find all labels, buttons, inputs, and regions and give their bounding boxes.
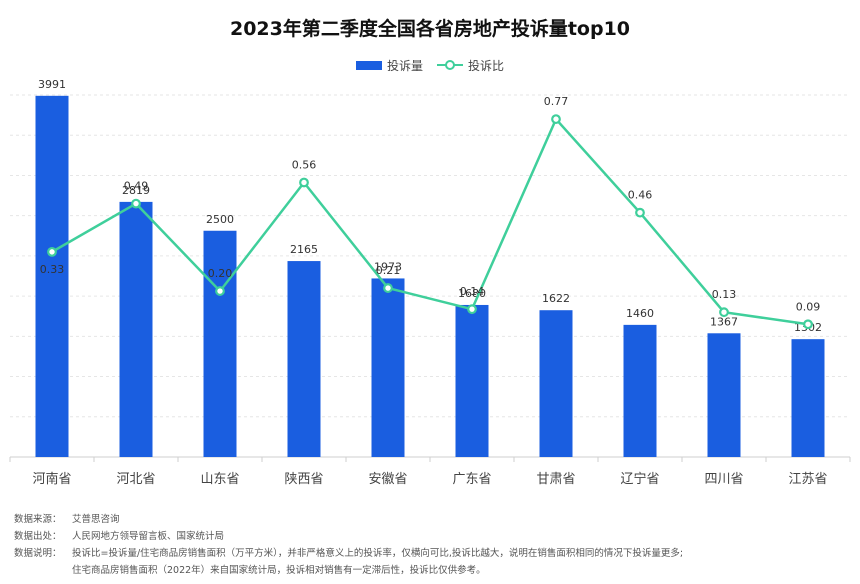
note-source-label: 数据来源： bbox=[14, 514, 62, 525]
bar-value-label: 1460 bbox=[626, 307, 654, 320]
bar-value-label: 2819 bbox=[122, 184, 150, 197]
line-point bbox=[47, 246, 57, 257]
x-tick-label: 河南省 bbox=[32, 471, 71, 487]
bar-value-label: 1680 bbox=[458, 287, 486, 300]
note-explain-text-2: 住宅商品房销售面积（2022年）来自国家统计局，投诉相对销售有一定滞后性，投诉比… bbox=[72, 565, 486, 576]
note-explain: 数据说明： 投诉比=投诉量/住宅商品房销售面积（万平方米），并非严格意义上的投诉… bbox=[14, 545, 683, 562]
bar-value-label: 2500 bbox=[206, 213, 234, 226]
bar-value-label: 2165 bbox=[290, 243, 318, 256]
legend-bar-swatch bbox=[355, 60, 382, 70]
x-tick-label: 江苏省 bbox=[788, 471, 827, 487]
x-tick-label: 四川省 bbox=[704, 472, 743, 487]
note-origin-label: 数据出处： bbox=[14, 531, 62, 542]
line-value-label: 0.46 bbox=[628, 189, 653, 202]
bar-value-label: 1973 bbox=[374, 260, 402, 273]
line-value-label: 0.21 bbox=[376, 264, 401, 277]
bar bbox=[203, 230, 237, 457]
line-point bbox=[383, 283, 393, 293]
bar bbox=[371, 278, 405, 457]
chart-plot: 3991281925002165197316801622146013671302… bbox=[9, 78, 851, 487]
bar bbox=[539, 310, 573, 457]
x-tick-label: 安徽省 bbox=[368, 472, 407, 487]
note-source: 数据来源： 艾普思咨询 bbox=[14, 511, 683, 528]
line-point bbox=[551, 114, 561, 125]
note-origin: 数据出处： 人民网地方领导留言板、国家统计局 bbox=[14, 528, 683, 545]
bar bbox=[623, 324, 657, 457]
legend-item-line[interactable]: 投诉比 bbox=[437, 57, 504, 74]
bar bbox=[35, 95, 69, 457]
line-value-label: 0.09 bbox=[796, 300, 821, 313]
line-point bbox=[635, 207, 645, 218]
legend-line-swatch bbox=[437, 60, 463, 70]
line-point bbox=[299, 177, 309, 188]
line-point bbox=[803, 319, 813, 330]
line-series bbox=[51, 116, 809, 326]
bar bbox=[119, 201, 153, 457]
line-value-label: 0.49 bbox=[124, 180, 149, 193]
bar bbox=[791, 339, 825, 457]
legend-item-bar[interactable]: 投诉量 bbox=[355, 57, 423, 74]
chart-notes: 数据来源： 艾普思咨询 数据出处： 人民网地方领导留言板、国家统计局 数据说明：… bbox=[14, 511, 683, 579]
note-explain-text-1: 投诉比=投诉量/住宅商品房销售面积（万平方米），并非严格意义上的投诉率，仅横向可… bbox=[72, 548, 684, 559]
chart-title: 2023年第二季度全国各省房地产投诉量top10 bbox=[229, 18, 631, 40]
line-value-label: 0.13 bbox=[712, 288, 737, 301]
bar bbox=[707, 333, 741, 457]
x-tick-label: 广东省 bbox=[452, 472, 491, 487]
line-point bbox=[467, 304, 477, 315]
bar-value-label: 3991 bbox=[38, 78, 66, 91]
note-explain-label: 数据说明： bbox=[14, 548, 62, 559]
line-value-label: 0.56 bbox=[292, 158, 317, 171]
note-origin-text: 人民网地方领导留言板、国家统计局 bbox=[72, 531, 225, 542]
line-value-label: 0.77 bbox=[544, 95, 569, 108]
line-point bbox=[131, 198, 141, 209]
bar bbox=[287, 261, 321, 457]
x-tick-label: 辽宁省 bbox=[620, 471, 659, 487]
line-point bbox=[719, 307, 729, 318]
legend-label-bar: 投诉量 bbox=[386, 58, 423, 73]
bar bbox=[455, 304, 489, 457]
line-value-label: 0.14 bbox=[460, 285, 485, 298]
legend: 投诉量 投诉比 bbox=[0, 56, 860, 74]
x-tick-label: 陕西省 bbox=[284, 472, 323, 487]
x-tick-label: 甘肃省 bbox=[536, 472, 575, 487]
line-point bbox=[215, 286, 225, 296]
legend-label-line: 投诉比 bbox=[468, 58, 505, 73]
bar-value-label: 1367 bbox=[710, 315, 738, 328]
x-tick-label: 山东省 bbox=[200, 472, 239, 487]
line-value-label: 0.20 bbox=[208, 267, 233, 280]
line-value-label: 0.33 bbox=[40, 263, 65, 276]
x-tick-label: 河北省 bbox=[116, 472, 155, 487]
bar-value-label: 1622 bbox=[542, 292, 570, 305]
note-source-text: 艾普思咨询 bbox=[72, 514, 120, 525]
